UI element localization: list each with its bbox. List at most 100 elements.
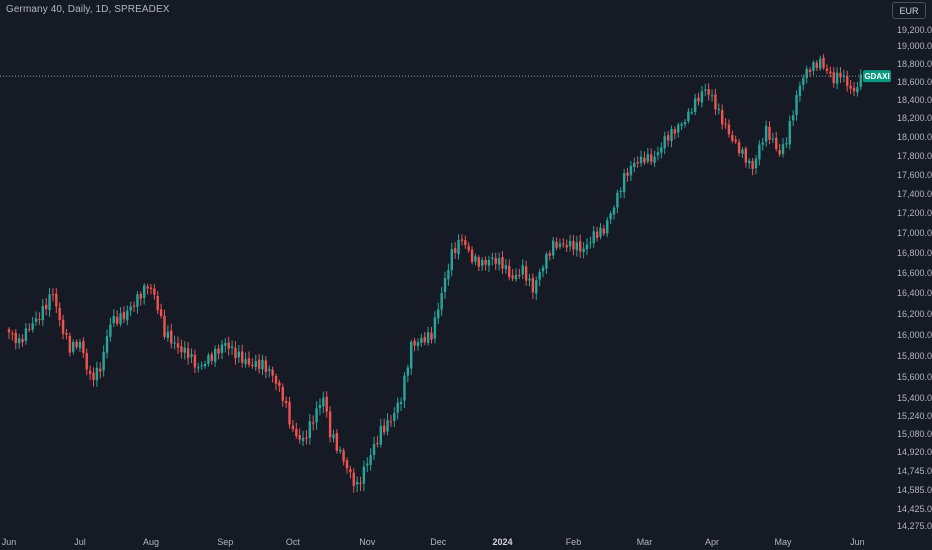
candle-body [771,138,775,140]
candle-body [501,257,504,269]
candle-body [808,69,812,72]
candle-body [460,239,464,241]
candle [200,361,203,370]
candle [450,242,453,277]
candle-body [102,352,105,371]
candle-body [524,266,528,281]
candle-body [447,270,450,280]
candle-body [457,239,460,255]
candle-body [484,259,487,265]
candle [372,436,376,460]
candle-body [382,425,386,433]
candle-body [416,342,420,346]
candle-body [453,248,457,253]
y-tick-label: 14,745.0 [897,466,932,476]
candle [308,413,312,445]
candle [126,305,129,326]
candle-body [58,307,61,321]
candle [616,189,619,214]
candle-body [734,139,737,142]
candle-body [666,135,670,141]
candle [65,328,68,340]
candle [132,301,136,313]
candle-body [247,358,251,365]
candle [362,460,366,492]
candle [737,138,741,157]
candle [748,158,751,169]
candle [325,391,328,418]
candle [447,263,450,286]
candle [31,316,34,333]
candle [551,236,555,260]
candle-body [271,369,274,376]
candle-body [660,147,663,153]
candle [410,339,413,375]
candle [629,160,633,182]
candle [832,67,835,88]
candle [589,236,592,249]
candle-body [636,162,639,164]
candle [457,234,460,260]
candle-body [129,306,132,311]
candle [88,365,92,381]
candle [741,146,744,158]
candle-body [720,109,724,125]
y-tick-label: 17,600.0 [897,170,932,180]
candle [764,120,768,147]
candle [636,156,639,168]
candle [352,468,355,493]
candle [856,81,859,97]
candle [176,336,180,354]
candle-body [673,129,677,134]
candle-body [244,359,247,364]
currency-button[interactable]: EUR [892,2,926,19]
candle [295,422,298,439]
candle [241,344,244,368]
candle [305,430,308,445]
candle [528,273,531,287]
candle [55,288,58,314]
candle-body [386,420,389,432]
candle-body [200,365,203,367]
candle [683,119,687,128]
candle [650,148,653,166]
candle [839,67,842,84]
candle-body [758,144,761,160]
candle-body [51,294,55,296]
candle [203,360,207,370]
candle [7,327,11,340]
candle-body [284,400,288,404]
candle [535,276,538,301]
candle-body [163,315,166,337]
candle [230,340,234,355]
candle-body [61,319,65,334]
candle-body [220,344,224,353]
candle-body [548,253,551,256]
candle [751,157,754,176]
candle [183,341,186,360]
candle-body [99,368,102,372]
x-axis[interactable]: Jun Jul Aug Sep Oct Nov Dec 2024 Feb Mar Apr May Jun [2,537,865,547]
y-axis[interactable]: 19,200.0 19,000.0 18,800.0 18,600.0 18,400.0… [897,25,932,531]
candle [288,396,291,429]
candle-body [122,312,126,320]
candle [633,157,636,173]
candle-body [396,402,399,413]
candle-body [376,443,379,445]
candle [345,457,349,474]
candle [129,301,132,317]
x-tick-label: Jun [850,537,865,547]
candle [72,339,75,355]
candle-body [487,260,491,266]
candle [558,238,562,250]
candle [788,115,791,150]
candle-body [859,74,862,87]
candle [355,476,359,493]
candle [173,335,176,350]
candle [440,286,443,316]
candle [332,429,335,443]
candle [359,476,362,492]
y-tick-label: 18,000.0 [897,132,932,142]
y-tick-label: 14,585.0 [897,485,932,495]
